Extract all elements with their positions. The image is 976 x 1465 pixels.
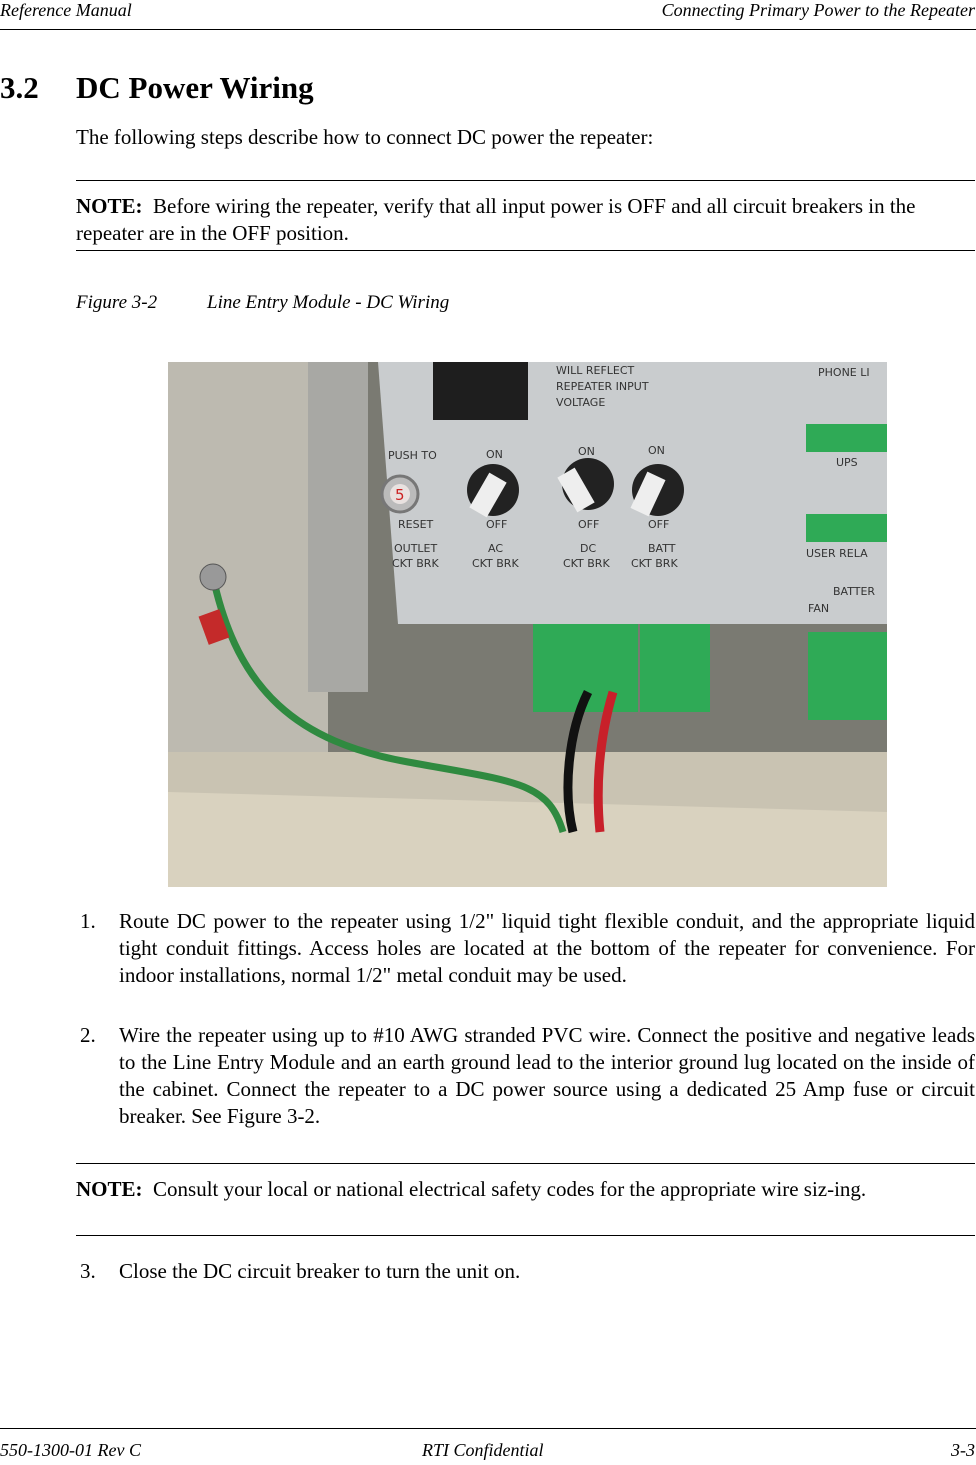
step: 2. Wire the repeater using up to #10 AWG … <box>80 1022 975 1130</box>
photo-label: ON <box>648 444 665 457</box>
photo-label: ON <box>578 445 595 458</box>
photo-label: WILL REFLECT <box>556 364 635 377</box>
photo-label: AC <box>488 542 503 555</box>
photo-label: REPEATER INPUT <box>556 380 649 393</box>
photo-label: CKT BRK <box>392 557 439 570</box>
figure-number: Figure 3-2 <box>76 292 158 313</box>
note-rule <box>76 1235 975 1236</box>
photo-label: PUSH TO <box>388 449 437 462</box>
photo-label: CKT BRK <box>631 557 678 570</box>
note-label: NOTE: <box>76 194 143 218</box>
footer-left: 550-1300-01 Rev C <box>0 1440 141 1460</box>
note-label: NOTE: <box>76 1177 143 1201</box>
step-number: 1. <box>80 909 96 933</box>
photo-label: OFF <box>578 518 599 531</box>
note: NOTE: Consult your local or national ele… <box>76 1176 975 1203</box>
footer-center: RTI Confidential <box>422 1440 544 1460</box>
photo-label: DC <box>580 542 596 555</box>
header-left: Reference Manual <box>0 0 132 20</box>
section-number: 3.2 <box>0 70 39 105</box>
photo: WILL REFLECT REPEATER INPUT VOLTAGE PHON… <box>168 362 887 887</box>
photo-label: CKT BRK <box>472 557 519 570</box>
step-number: 2. <box>80 1023 96 1047</box>
photo-label: OFF <box>486 518 507 531</box>
photo-label: UPS <box>836 456 858 469</box>
photo-label: ON <box>486 448 503 461</box>
step-text: Route DC power to the repeater using 1/2… <box>119 909 975 987</box>
photo-label: OFF <box>648 518 669 531</box>
note-rule <box>76 250 975 251</box>
note-text: Before wiring the repeater, verify that … <box>76 194 916 245</box>
step-text: Close the DC circuit breaker to turn the… <box>119 1259 521 1283</box>
photo-label: BATT <box>648 542 676 555</box>
note: NOTE: Before wiring the repeater, verify… <box>76 193 975 247</box>
section-title: DC Power Wiring <box>76 70 314 105</box>
photo-label: RESET <box>398 518 434 531</box>
photo-label: FAN <box>808 602 829 615</box>
photo-label: OUTLET <box>394 542 438 555</box>
header-right: Connecting Primary Power to the Repeater <box>661 0 975 20</box>
figure-title: Line Entry Module - DC Wiring <box>207 292 450 313</box>
note-rule <box>76 180 975 181</box>
header-rule <box>0 29 976 30</box>
photo-label: CKT BRK <box>563 557 610 570</box>
photo-label: PHONE LI <box>818 366 870 379</box>
photo-label: BATTER <box>833 585 875 598</box>
photo-label: USER RELA <box>806 547 868 560</box>
step-number: 3. <box>80 1259 96 1283</box>
photo-label: 5 <box>395 486 405 504</box>
photo-label: VOLTAGE <box>556 396 605 409</box>
step: 1. Route DC power to the repeater using 1… <box>80 908 975 989</box>
note-text: Consult your local or national electrica… <box>153 1177 867 1201</box>
note-rule <box>76 1163 975 1164</box>
step: 3. Close the DC circuit breaker to turn t… <box>80 1258 975 1285</box>
footer-rule <box>0 1428 976 1429</box>
footer-right: 3-3 <box>951 1440 975 1460</box>
intro: The following steps describe how to conn… <box>76 125 654 149</box>
step-text: Wire the repeater using up to #10 AWG st… <box>119 1023 975 1128</box>
